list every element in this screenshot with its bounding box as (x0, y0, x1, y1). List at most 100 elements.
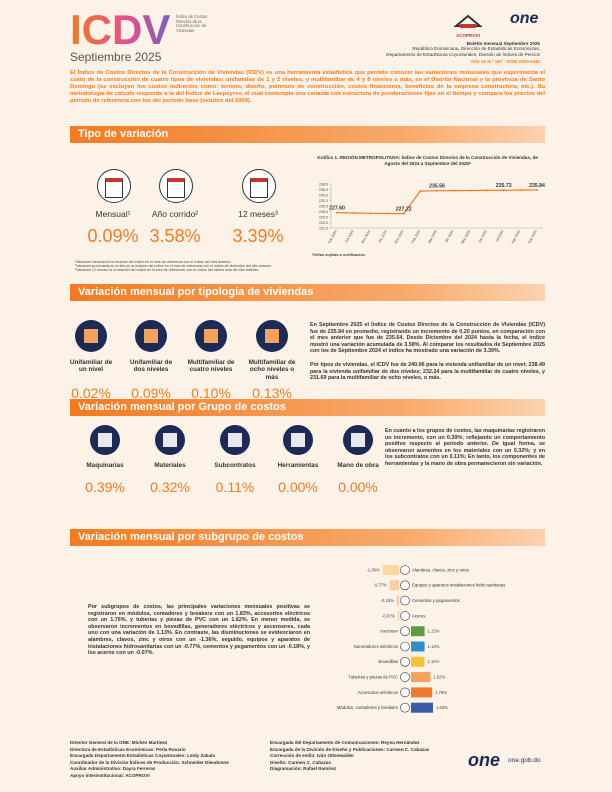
paragraph: En cuanto a los grupos de costos, las ma… (385, 428, 545, 467)
category-label: Equipos y aparatos instalaciones hidro-s… (412, 583, 505, 588)
section-title: Variación mensual por subgrupo de costos (70, 529, 545, 546)
icon (155, 425, 185, 455)
icon (195, 320, 227, 352)
subgroup-icon (400, 611, 410, 621)
y-tick-label: 238.0 (319, 182, 328, 186)
card-label: Multifamiliar de ocho niveles o más (248, 359, 296, 381)
y-tick-label: 222.0 (319, 226, 328, 230)
card-value: 0.13% (252, 385, 292, 401)
card-value: 0.00% (338, 479, 378, 495)
subgroup-icon (400, 687, 410, 698)
bar (411, 672, 431, 683)
point (352, 212, 355, 215)
value-label: 1.13% (428, 629, 440, 634)
category-label: Accesorios eléctricos (358, 690, 398, 695)
value-label: 227.22 (396, 207, 412, 213)
point (519, 189, 522, 192)
icon (90, 425, 120, 455)
value-label: 227.60 (329, 206, 345, 212)
icon-inner (143, 328, 159, 344)
icon (343, 425, 373, 455)
chart-title: Gráfico 1. REGIÓN METROPOLITANA: Índice … (317, 155, 538, 166)
footnote: ²Variación acumulada en el año es la rel… (75, 264, 272, 269)
value-label: 1.83% (436, 705, 448, 710)
section-title: Tipo de variación (70, 126, 545, 143)
bulletin: Boletín mensual Septiembre 2025 (466, 41, 540, 46)
footnote: ¹Variación mensual es la relación del ín… (75, 260, 232, 264)
paragraph: En Septiembre 2025 el Índice de Costos D… (310, 322, 545, 355)
x-tick-label: Sep 2025 (527, 229, 538, 244)
subgroup-icon (400, 672, 410, 682)
bar (398, 610, 399, 621)
card-value: 0.00% (278, 479, 318, 495)
logo-subtitle: Índice de Costos Directos de la Construc… (176, 14, 208, 33)
category-label: Ascensor (380, 629, 398, 634)
icon-inner (291, 433, 305, 447)
icon-inner (83, 328, 99, 344)
category-label: Bovedillas (378, 659, 398, 664)
icon-inner (98, 433, 112, 447)
subgroup-icon (400, 580, 410, 591)
credit: Diagramación: Rafael Ramírez (270, 766, 337, 772)
intro: El Índice de Costos Directos de la Const… (70, 70, 545, 104)
x-tick-label: Mar 2025 (427, 229, 438, 244)
x-tick-label: Ago 2025 (510, 229, 521, 244)
icon-inner (163, 433, 177, 447)
x-tick-label: Nov 2024 (360, 229, 371, 244)
section-title: Variación mensual por Grupo de costos (70, 399, 545, 416)
credit: Auxiliar Administrativo: Dayra Ferreras (70, 766, 156, 772)
bar (411, 687, 433, 698)
category-label: Generadores eléctricos (354, 644, 398, 649)
credit: Coordinador de la División Índices de Pr… (70, 759, 229, 765)
footnote: ³Variación 12 meses es la relación del í… (75, 268, 259, 273)
y-tick-label: 234.0 (319, 193, 328, 197)
logo: ICDV (70, 6, 171, 53)
y-tick-label: 226.0 (319, 215, 328, 219)
point (486, 189, 488, 192)
footer-url: one.gob.do (508, 757, 541, 764)
subgroup-icon (400, 595, 410, 606)
chart-note: ᵖCifras sujetas a rectificación (312, 253, 365, 257)
value-label: -1.36% (366, 567, 380, 572)
value-label: -0.07% (382, 613, 396, 618)
value-label: 235.73 (496, 183, 512, 189)
x-tick-label: Sep 2024 (327, 229, 338, 244)
point (386, 212, 388, 215)
point (402, 212, 405, 215)
credit: Diseño: Carmen C. Cabazas (270, 759, 332, 765)
card-label: Materiales (154, 462, 186, 469)
point (452, 189, 455, 192)
x-tick-label: Ene 2025 (394, 229, 405, 244)
value-label: 1.13% (428, 644, 440, 649)
card-label: Unifamiliar de dos niveles (129, 359, 173, 374)
point (469, 189, 472, 192)
period: Septiembre 2025 (70, 50, 162, 64)
card-value: 0.11% (215, 479, 255, 495)
credit: Directora de Estadísticas Económicas: Pe… (70, 746, 186, 752)
bar (389, 580, 399, 591)
bar (411, 641, 425, 652)
value-label: 1.12% (427, 659, 439, 664)
value-label: 235.56 (429, 184, 445, 190)
credits-left: Director General de la ONE: Miches Martí… (70, 740, 270, 780)
card-value: 0.02% (71, 385, 111, 401)
footer-logo: one (468, 750, 501, 770)
y-tick-label: 232.0 (319, 199, 328, 203)
credit: Encargada del Departamento de Comunicaci… (270, 740, 420, 745)
subgroup-icon (400, 641, 410, 652)
calendar-icon (242, 169, 276, 203)
x-tick-label: Jun 2025 (477, 229, 487, 243)
y-tick-label: 230.0 (319, 204, 328, 208)
card-value: 0.39% (85, 479, 125, 495)
icon (256, 320, 288, 352)
y-tick-label: 228.0 (319, 210, 328, 214)
credits-right: Encargada del Departamento de Comunicaci… (270, 740, 460, 773)
point (436, 189, 438, 192)
paragraph: Por tipos de viviendas, el ICDV fue de 2… (310, 362, 545, 382)
x-tick-label: Dic 2024 (378, 229, 388, 243)
card-label: Herramientas (277, 462, 319, 469)
subgroup-icon (400, 702, 410, 713)
card-value: 0.09% (131, 385, 171, 401)
subgroup-icon (400, 626, 410, 636)
card-label: Mano de obra (337, 462, 379, 469)
